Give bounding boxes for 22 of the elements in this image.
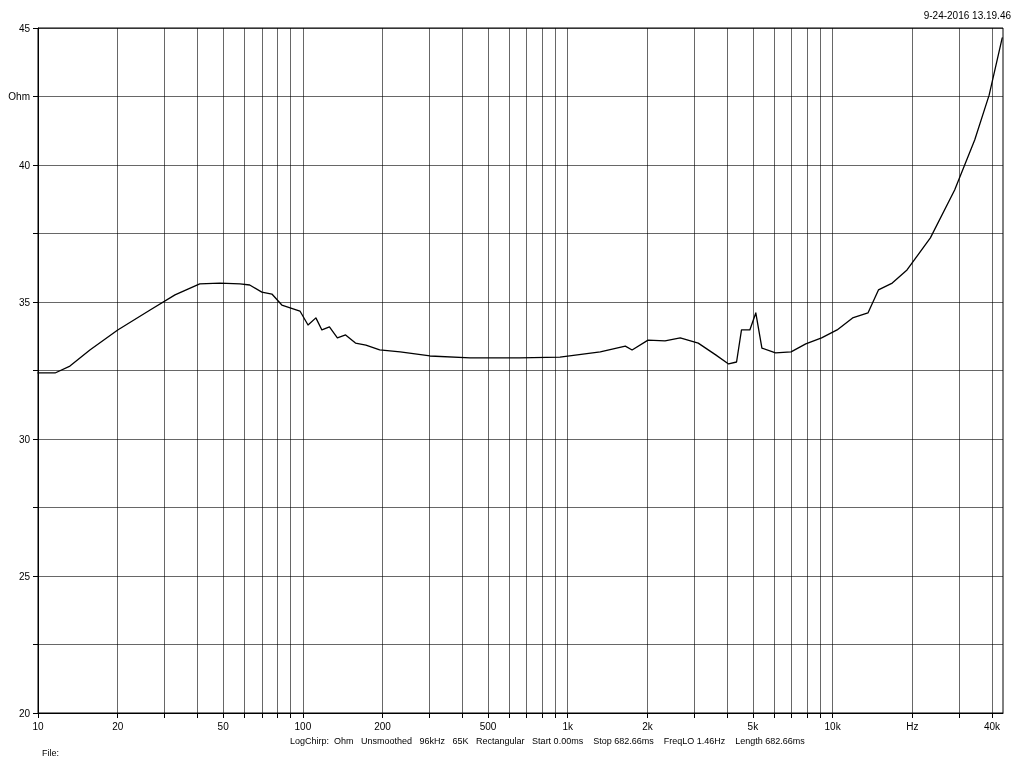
- x-tick-label: 10: [32, 720, 44, 732]
- x-tick-label: 20: [112, 720, 124, 732]
- x-tick-label: 1k: [562, 720, 574, 732]
- x-tick-label: 500: [479, 720, 497, 732]
- x-tick-label: 5k: [747, 720, 760, 732]
- x-tick-label: 200: [374, 720, 392, 732]
- y-tick-label: 25: [18, 570, 31, 582]
- text: LogChirp: Ohm Unsmoothed 96kHz 65K Rectangular Start 0.00ms Stop 682.66ms FreqLO 1.46Hz Length 682.66ms: [290, 735, 806, 746]
- chart-subtitle: 9-24-2016 13.19.46: [923, 9, 1012, 21]
- x-tick-label: 2k: [642, 720, 654, 732]
- y-tick-label: 35: [18, 296, 31, 308]
- y-tick-label: 40: [18, 159, 31, 171]
- x-tick-label: 10k: [824, 720, 842, 732]
- x-tick-label: 50: [217, 720, 230, 732]
- x-tick-label: 40k: [983, 720, 1002, 732]
- text: File:: [42, 747, 60, 758]
- y-tick-label: Ohm: [8, 91, 30, 102]
- y-tick-label: 30: [18, 433, 31, 445]
- x-tick-label: 100: [294, 720, 312, 732]
- y-tick-label: 45: [18, 22, 31, 34]
- x-tick-label: Hz: [906, 720, 919, 732]
- y-tick-label: 20: [18, 707, 31, 719]
